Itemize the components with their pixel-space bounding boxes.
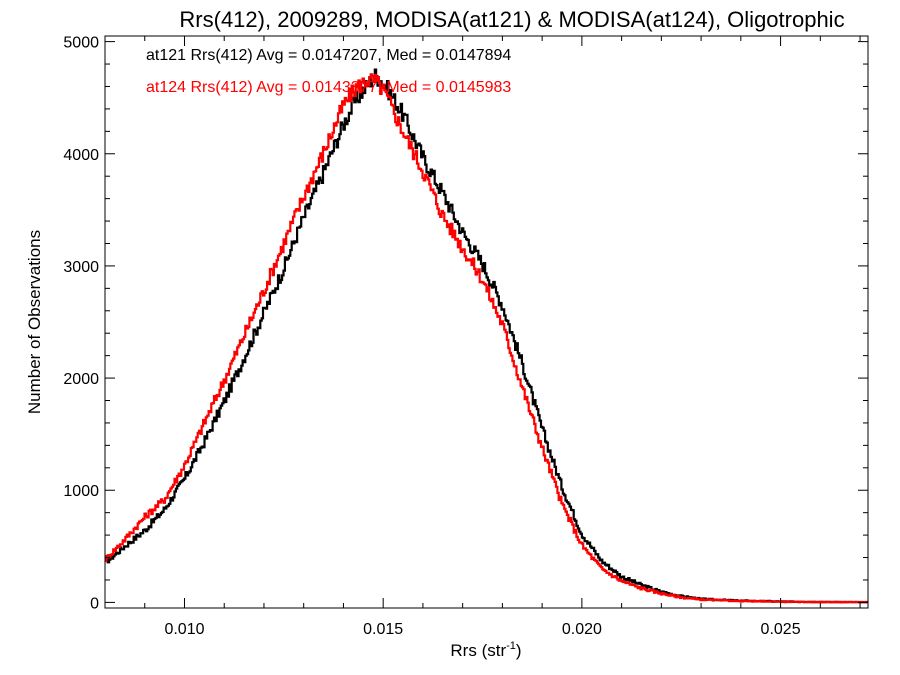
y-tick-label: 0 xyxy=(90,595,99,612)
y-tick-label: 4000 xyxy=(63,147,99,164)
series-line-at121 xyxy=(105,68,868,604)
x-tick-label: 0.025 xyxy=(761,621,801,638)
x-axis-label: Rrs (str-1) xyxy=(450,640,521,660)
x-tick-label: 0.015 xyxy=(363,621,403,638)
chart-title: Rrs(412), 2009289, MODISA(at121) & MODIS… xyxy=(179,7,844,32)
y-tick-label: 3000 xyxy=(63,259,99,276)
plot-frame xyxy=(104,35,869,609)
y-tick-label: 1000 xyxy=(63,483,99,500)
x-axis: 0.010 0.015 0.020 0.025 xyxy=(144,36,861,638)
plot-area xyxy=(105,68,868,604)
y-axis: 0 1000 2000 3000 4000 5000 xyxy=(63,35,868,612)
x-axis-label-superscript: -1 xyxy=(506,640,516,652)
y-tick-label: 5000 xyxy=(63,35,99,52)
x-tick-label: 0.010 xyxy=(164,621,204,638)
y-tick-label: 2000 xyxy=(63,371,99,388)
legend-entry-at124: at124 Rrs(412) Avg = 0.0143377, Med = 0.… xyxy=(146,79,511,96)
legend: at121 Rrs(412) Avg = 0.0147207, Med = 0.… xyxy=(146,47,511,96)
x-tick-label: 0.020 xyxy=(562,621,602,638)
y-axis-label: Number of Observations xyxy=(25,230,44,414)
legend-entry-at121: at121 Rrs(412) Avg = 0.0147207, Med = 0.… xyxy=(146,47,511,64)
series-line-at124 xyxy=(105,73,868,604)
